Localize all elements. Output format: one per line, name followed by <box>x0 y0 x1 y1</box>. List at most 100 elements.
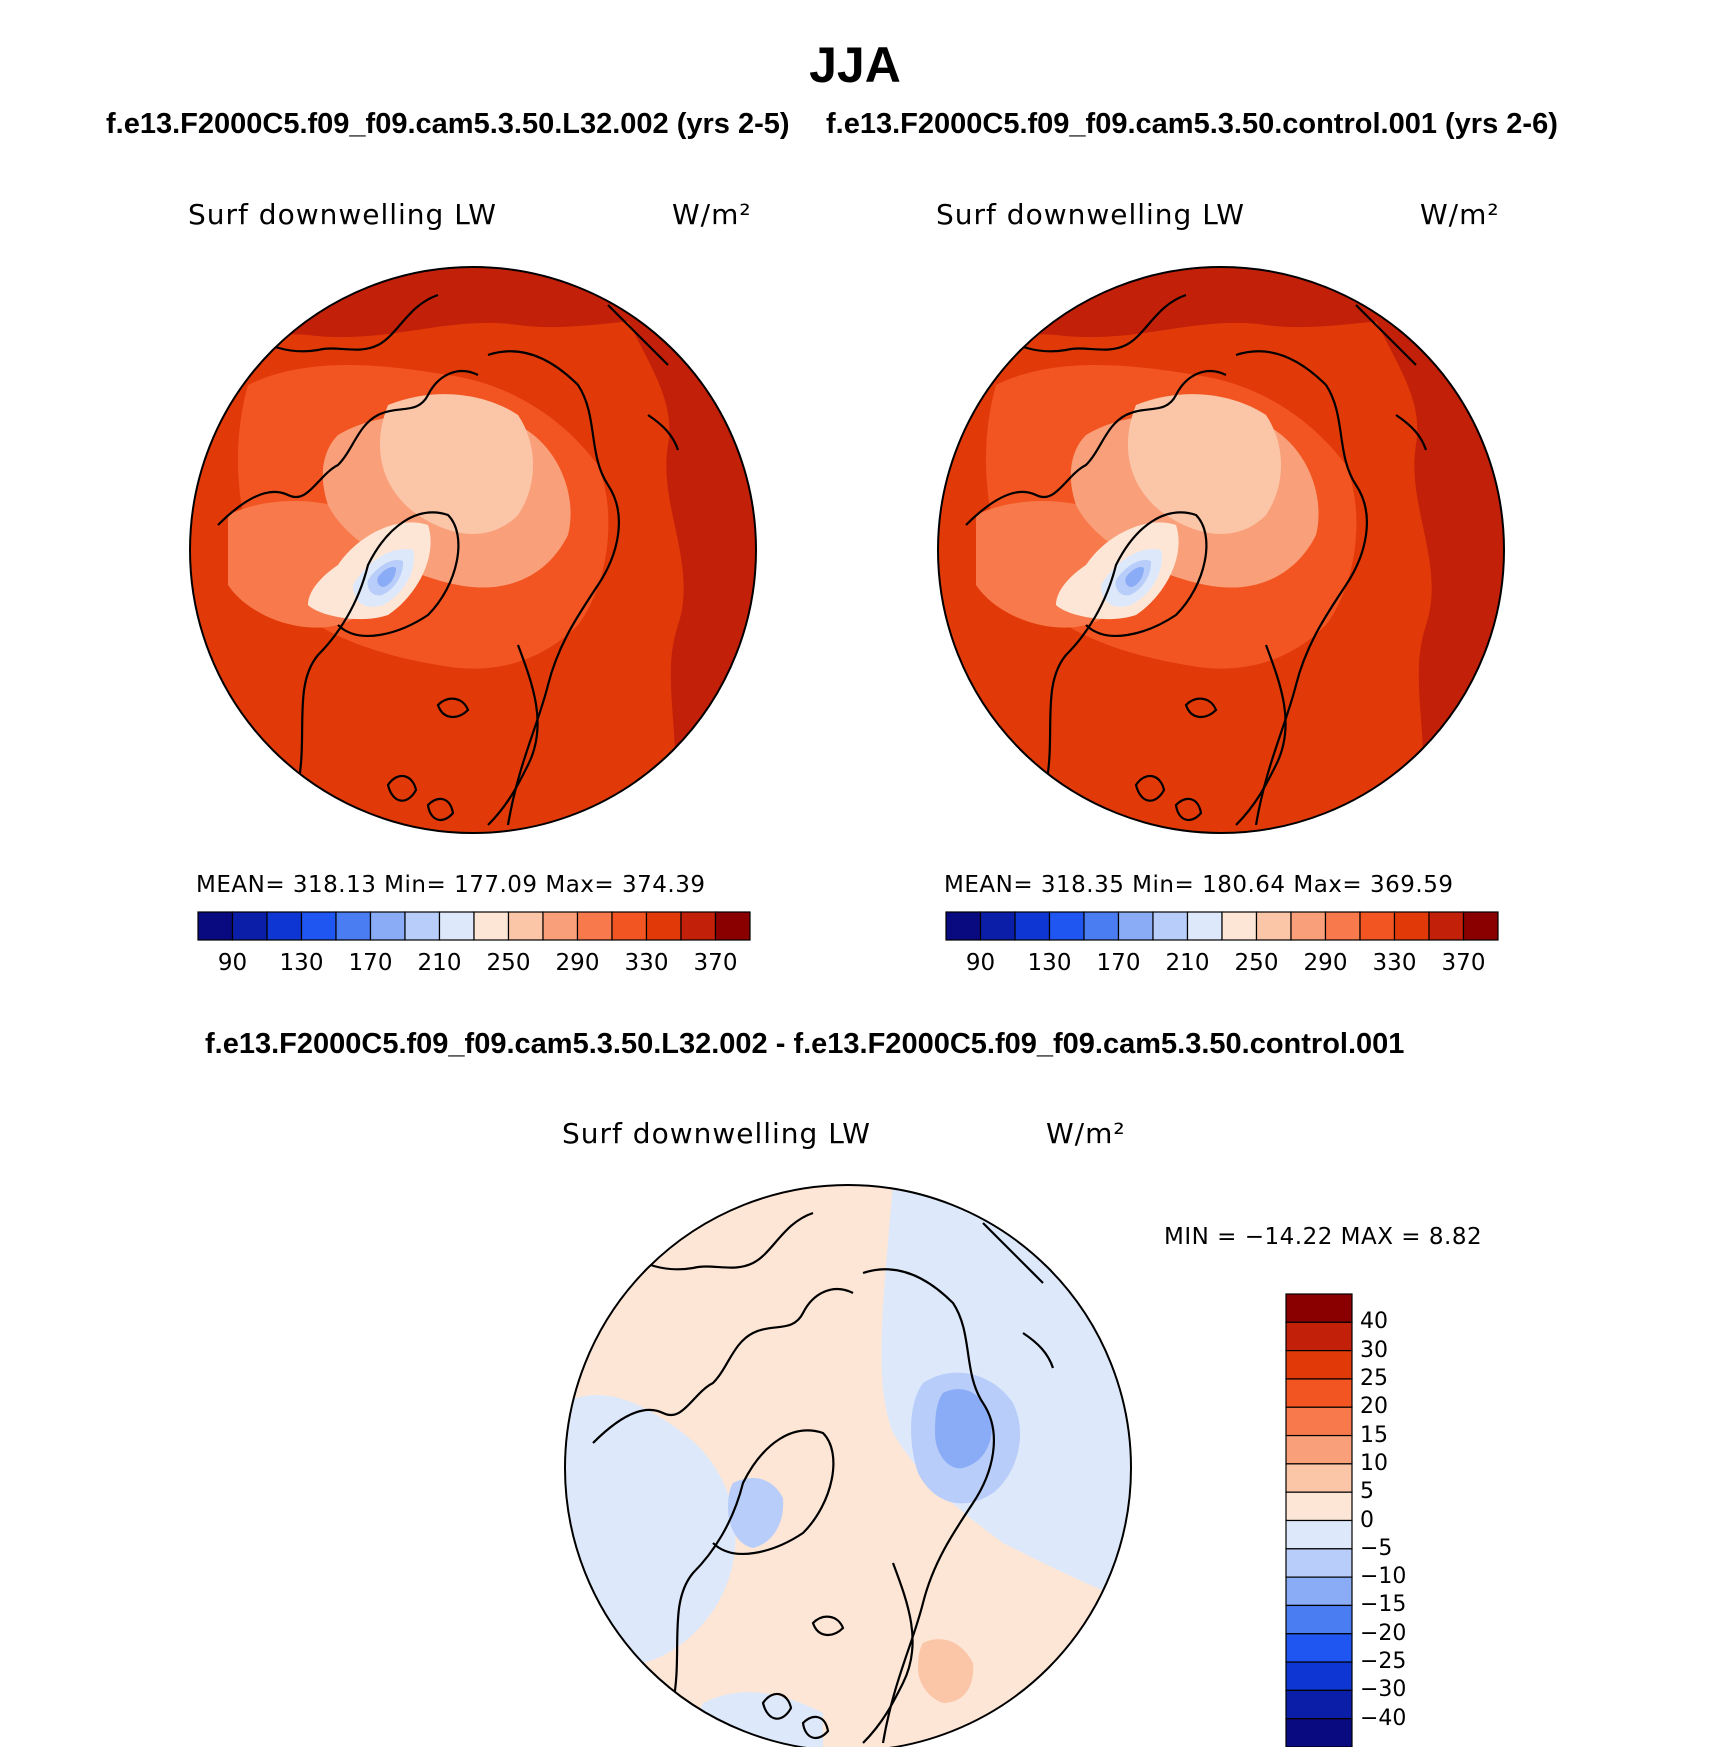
right-colorbar-swatch <box>1359 911 1396 941</box>
diff-colorbar-tick-label: −15 <box>1360 1592 1407 1618</box>
diff-minmax: MIN = −14.22 MAX = 8.82 <box>1164 1224 1483 1250</box>
left-units-label: W/m² <box>672 198 752 231</box>
right-colorbar-swatch <box>1428 911 1465 941</box>
diff-colorbar-swatch <box>1285 1548 1353 1578</box>
right-colorbar-swatch <box>1152 911 1189 941</box>
right-colorbar-swatch <box>1255 911 1292 941</box>
diff-colorbar-swatch <box>1285 1406 1353 1437</box>
diff-colorbar-tick-label: 15 <box>1360 1422 1388 1448</box>
left-colorbar-swatch <box>680 911 717 941</box>
right-colorbar-swatch <box>1117 911 1154 941</box>
right-colorbar <box>945 911 1499 941</box>
diff-colorbar-swatch <box>1285 1321 1353 1352</box>
diff-colorbar-swatch <box>1285 1293 1353 1323</box>
diff-colorbar-tick-label: −20 <box>1360 1620 1407 1646</box>
diff-title: f.e13.F2000C5.f09_f09.cam5.3.50.L32.002 … <box>205 1028 1405 1060</box>
diff-colorbar-tick-label: −10 <box>1360 1564 1407 1590</box>
left-colorbar-swatch <box>335 911 372 941</box>
left-colorbar-swatch <box>645 911 682 941</box>
left-case-title: f.e13.F2000C5.f09_f09.cam5.3.50.L32.002 … <box>106 108 790 140</box>
diff-colorbar-swatch <box>1285 1434 1353 1465</box>
right-variable-label: Surf downwelling LW <box>936 198 1245 231</box>
left-colorbar-tick-label: 130 <box>279 950 324 976</box>
left-colorbar-swatch <box>473 911 510 941</box>
left-colorbar-tick-label: 290 <box>555 950 600 976</box>
diff-colorbar-swatch <box>1285 1576 1353 1607</box>
left-colorbar-swatch <box>266 911 303 941</box>
left-colorbar-tick-label: 210 <box>417 950 462 976</box>
right-colorbar-swatch <box>1393 911 1430 941</box>
diff-colorbar-tick-label: 40 <box>1360 1309 1388 1335</box>
diff-colorbar-swatch <box>1285 1378 1353 1408</box>
right-colorbar-swatch <box>1083 911 1120 941</box>
diff-colorbar-swatch <box>1285 1519 1353 1550</box>
diff-colorbar-tick-label: −40 <box>1360 1705 1407 1731</box>
left-colorbar-swatch <box>542 911 579 941</box>
right-colorbar-tick-label: 370 <box>1441 950 1486 976</box>
left-colorbar-swatch <box>714 911 751 941</box>
diff-colorbar-tick-label: −30 <box>1360 1677 1407 1703</box>
right-colorbar-swatch <box>945 911 982 941</box>
diff-colorbar-tick-label: 30 <box>1360 1337 1388 1363</box>
right-polar-map <box>937 266 1505 834</box>
left-colorbar-swatch <box>507 911 544 941</box>
left-colorbar-tick-label: 250 <box>486 950 531 976</box>
right-colorbar-tick-label: 250 <box>1234 950 1279 976</box>
diff-variable-label: Surf downwelling LW <box>562 1117 871 1150</box>
left-colorbar <box>197 911 751 941</box>
diff-colorbar-tick-label: −5 <box>1360 1535 1393 1561</box>
right-colorbar-tick-label: 330 <box>1372 950 1417 976</box>
diff-colorbar-tick-label: −25 <box>1360 1649 1407 1675</box>
diff-colorbar-tick-label: 25 <box>1360 1365 1388 1391</box>
diff-colorbar-swatch <box>1285 1350 1353 1380</box>
left-colorbar-labels: 90 130 170 210 250 290 330 370 <box>198 950 750 980</box>
left-stats: MEAN= 318.13 Min= 177.09 Max= 374.39 <box>196 872 706 898</box>
left-variable-label: Surf downwelling LW <box>188 198 497 231</box>
left-polar-map <box>189 266 757 834</box>
right-colorbar-tick-label: 90 <box>965 950 996 976</box>
right-colorbar-swatch <box>1324 911 1361 941</box>
diff-colorbar <box>1285 1293 1353 1747</box>
right-colorbar-labels: 90 130 170 210 250 290 330 370 <box>946 950 1498 980</box>
diff-polar-map <box>564 1184 1132 1747</box>
left-colorbar-tick-label: 170 <box>348 950 393 976</box>
right-stats: MEAN= 318.35 Min= 180.64 Max= 369.59 <box>944 872 1454 898</box>
diff-colorbar-swatch <box>1285 1463 1353 1493</box>
diff-colorbar-swatch <box>1285 1491 1353 1522</box>
right-colorbar-tick-label: 210 <box>1165 950 1210 976</box>
diff-colorbar-swatch <box>1285 1661 1353 1691</box>
left-colorbar-tick-label: 330 <box>624 950 669 976</box>
left-colorbar-swatch <box>231 911 268 941</box>
diff-units-label: W/m² <box>1046 1117 1126 1150</box>
left-colorbar-tick-label: 370 <box>693 950 738 976</box>
left-colorbar-swatch <box>404 911 441 941</box>
diff-colorbar-tick-label: 10 <box>1360 1450 1388 1476</box>
season-title: JJA <box>809 37 901 93</box>
diff-colorbar-swatch <box>1285 1633 1353 1663</box>
diff-colorbar-swatch <box>1285 1604 1353 1635</box>
left-colorbar-tick-label: 90 <box>217 950 248 976</box>
left-colorbar-swatch <box>197 911 234 941</box>
left-colorbar-swatch <box>611 911 648 941</box>
left-colorbar-swatch <box>369 911 406 941</box>
right-colorbar-swatch <box>1462 911 1499 941</box>
right-colorbar-tick-label: 290 <box>1303 950 1348 976</box>
diff-colorbar-labels: 40 30 25 20 15 10 5 0 −5 −10 −15 −20 −25 −30 −40 <box>1360 1294 1440 1747</box>
left-colorbar-swatch <box>438 911 475 941</box>
right-colorbar-swatch <box>1186 911 1223 941</box>
right-colorbar-swatch <box>1014 911 1051 941</box>
right-case-title: f.e13.F2000C5.f09_f09.cam5.3.50.control.… <box>826 108 1558 140</box>
left-colorbar-swatch <box>576 911 613 941</box>
diff-colorbar-swatch <box>1285 1689 1353 1720</box>
right-units-label: W/m² <box>1420 198 1500 231</box>
right-colorbar-tick-label: 130 <box>1027 950 1072 976</box>
right-colorbar-swatch <box>1290 911 1327 941</box>
right-colorbar-swatch <box>1221 911 1258 941</box>
right-colorbar-swatch <box>1048 911 1085 941</box>
diff-colorbar-tick-label: 20 <box>1360 1394 1388 1420</box>
right-colorbar-tick-label: 170 <box>1096 950 1141 976</box>
right-colorbar-swatch <box>979 911 1016 941</box>
left-colorbar-swatch <box>300 911 337 941</box>
diff-colorbar-tick-label: 5 <box>1360 1479 1374 1505</box>
diff-colorbar-swatch <box>1285 1718 1353 1747</box>
